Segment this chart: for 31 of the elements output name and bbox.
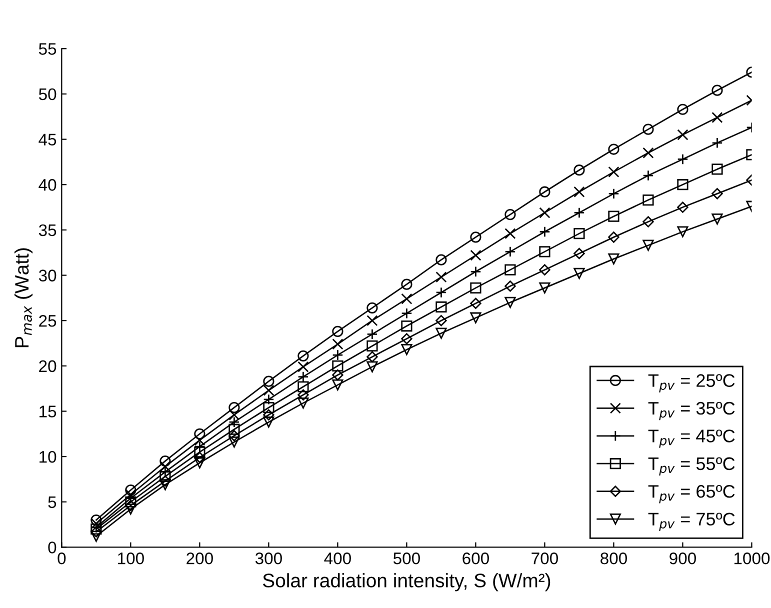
- y-tick-label: 10: [40, 450, 56, 463]
- y-tick-label: 35: [38, 224, 56, 236]
- x-tick-label: 300: [255, 552, 282, 564]
- legend-label: T$_{pv}$ = 55ºC: [648, 457, 735, 476]
- y-tick-label: 20: [39, 360, 56, 372]
- legend-label: T$_{pv}$ = 75ºC: [648, 512, 735, 531]
- x-tick-label: 700: [532, 552, 558, 564]
- x-tick-label: 200: [186, 552, 213, 564]
- legend-label: T$_{pv}$ = 45ºC: [648, 430, 735, 448]
- y-tick-label: 45: [38, 134, 56, 146]
- x-tick-label: 0: [58, 552, 66, 564]
- x-tick-label: 500: [393, 552, 420, 564]
- y-tick-label: 15: [40, 406, 56, 418]
- legend-label: T$_{pv}$ = 25ºC: [648, 374, 735, 392]
- x-tick-label: 1000: [734, 552, 770, 564]
- x-axis-title: Solar radiation intensity, S (W/m²): [262, 573, 550, 592]
- x-tick-label: 100: [118, 552, 144, 564]
- legend-label: T$_{pv}$ = 65ºC: [648, 485, 735, 504]
- y-tick-label: 0: [48, 542, 56, 554]
- y-tick-label: 30: [38, 270, 56, 282]
- y-tick-label: 40: [38, 179, 56, 191]
- y-axis-title: P$_{max}$ (Watt): [14, 248, 33, 348]
- y-tick-label: 25: [39, 314, 56, 327]
- x-tick-label: 400: [324, 552, 351, 564]
- y-tick-label: 50: [38, 88, 56, 100]
- y-tick-label: 5: [48, 496, 56, 508]
- x-tick-label: 600: [462, 552, 489, 564]
- x-tick-label: 800: [600, 552, 627, 564]
- y-tick-label: 55: [38, 43, 56, 55]
- legend-label: T$_{pv}$ = 35ºC: [648, 402, 735, 420]
- x-tick-label: 900: [670, 552, 696, 564]
